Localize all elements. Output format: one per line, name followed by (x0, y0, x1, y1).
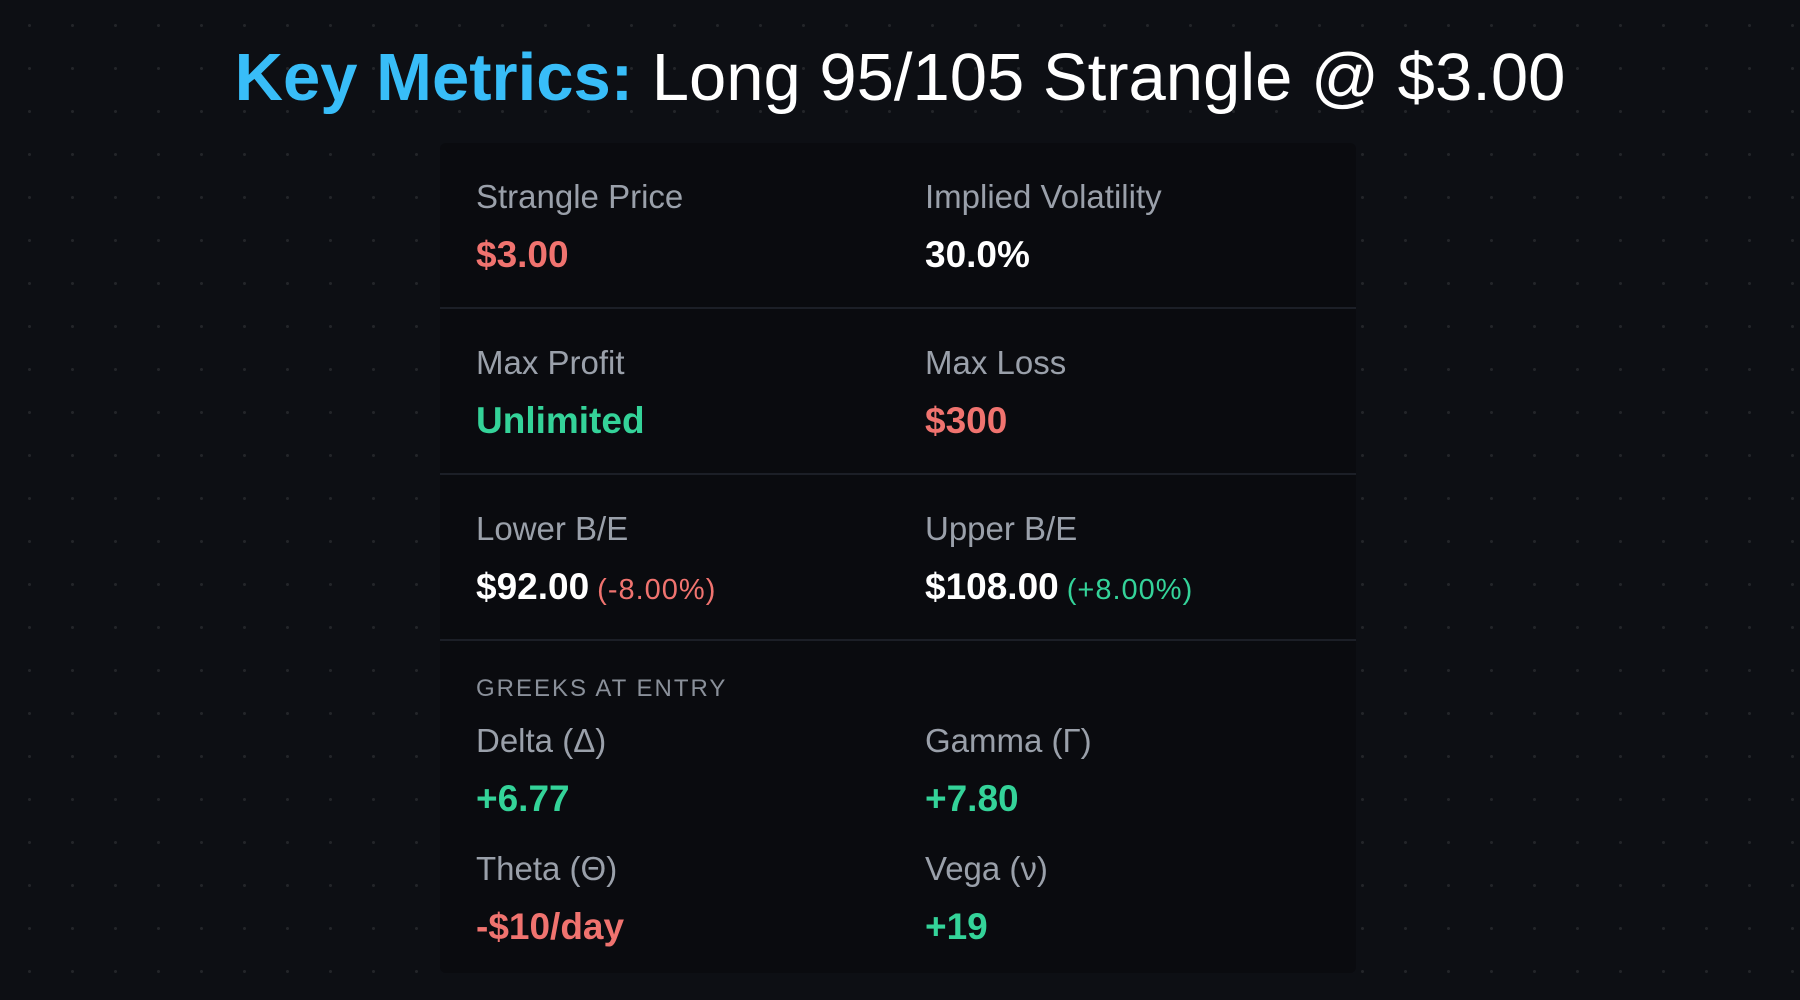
metrics-card: Strangle Price $3.00 Implied Volatility … (440, 143, 1356, 973)
lower-breakeven-value: $92.00 (476, 566, 590, 607)
theta-metric: Theta (Θ) -$10/day (476, 849, 624, 949)
row-divider (440, 639, 1356, 641)
gamma-value: +7.80 (925, 778, 1019, 819)
upper-breakeven-pct: (+8.00%) (1066, 574, 1194, 606)
title-rest: Long 95/105 Strangle @ $3.00 (651, 40, 1566, 115)
page-title: Key Metrics: Long 95/105 Strangle @ $3.0… (0, 38, 1800, 118)
lower-breakeven-pct: (-8.00%) (597, 574, 717, 606)
max-loss-label: Max Loss (925, 344, 1067, 381)
max-profit-value: Unlimited (476, 400, 645, 441)
strangle-price-label: Strangle Price (476, 178, 684, 215)
delta-metric: Delta (Δ) +6.77 (476, 721, 606, 821)
theta-value: -$10/day (476, 906, 625, 947)
lower-breakeven-metric: Lower B/E $92.00 (-8.00%) (476, 509, 716, 612)
title-key: Key Metrics: (234, 40, 634, 115)
implied-volatility-metric: Implied Volatility 30.0% (925, 177, 1162, 277)
upper-breakeven-value-line: $108.00 (+8.00%) (925, 565, 1193, 612)
theta-label: Theta (Θ) (476, 850, 618, 887)
delta-label: Delta (Δ) (476, 722, 607, 759)
row-divider (440, 473, 1356, 475)
delta-value: +6.77 (476, 778, 570, 819)
greeks-section-title: GREEKS AT ENTRY (476, 675, 728, 702)
strangle-price-metric: Strangle Price $3.00 (476, 177, 683, 277)
upper-breakeven-label: Upper B/E (925, 510, 1078, 547)
max-loss-value: $300 (925, 400, 1008, 441)
implied-volatility-label: Implied Volatility (925, 178, 1162, 215)
vega-metric: Vega (ν) +19 (925, 849, 1048, 949)
max-profit-label: Max Profit (476, 344, 625, 381)
max-loss-metric: Max Loss $300 (925, 343, 1066, 443)
gamma-label: Gamma (Γ) (925, 722, 1092, 759)
vega-value: +19 (925, 906, 988, 947)
upper-breakeven-value: $108.00 (925, 566, 1059, 607)
vega-label: Vega (ν) (925, 850, 1048, 887)
gamma-metric: Gamma (Γ) +7.80 (925, 721, 1092, 821)
max-profit-metric: Max Profit Unlimited (476, 343, 645, 443)
lower-breakeven-label: Lower B/E (476, 510, 629, 547)
implied-volatility-value: 30.0% (925, 234, 1030, 275)
lower-breakeven-value-line: $92.00 (-8.00%) (476, 565, 716, 612)
strangle-price-value: $3.00 (476, 234, 569, 275)
upper-breakeven-metric: Upper B/E $108.00 (+8.00%) (925, 509, 1193, 612)
row-divider (440, 307, 1356, 309)
